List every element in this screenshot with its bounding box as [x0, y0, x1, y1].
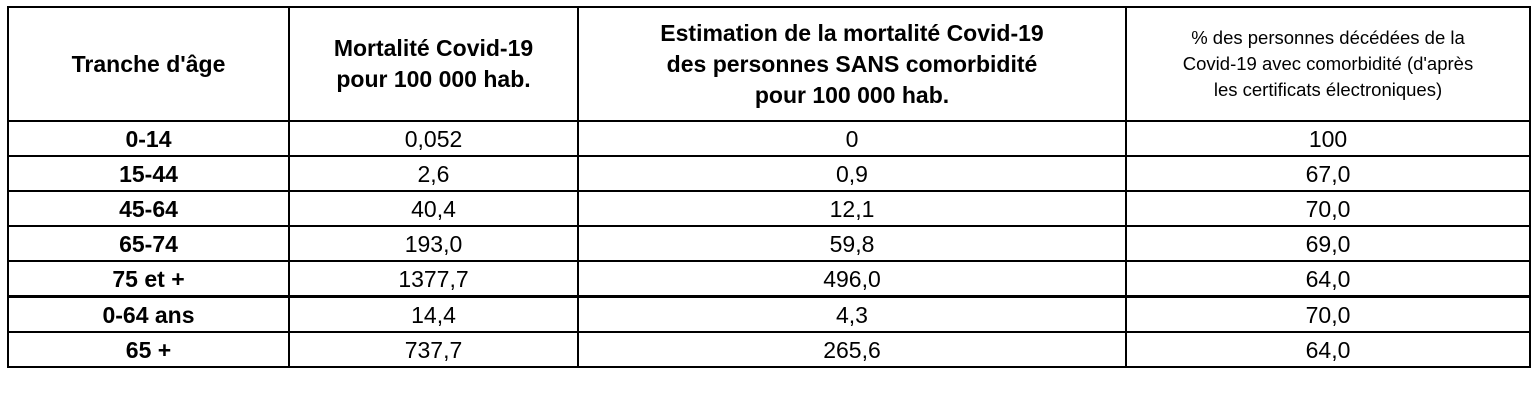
mortality-cell: 14,4: [288, 295, 579, 333]
header-no-comorbidity: Estimation de la mortalité Covid-19 des …: [577, 6, 1127, 122]
age-group-cell: 65-74: [7, 225, 290, 262]
mortality-cell: 737,7: [288, 331, 579, 368]
table-row: 65 + 737,7 265,6 64,0: [7, 331, 1531, 368]
header-no-comorbidity-line-3: pour 100 000 hab.: [754, 81, 950, 108]
no-comorbidity-cell: 59,8: [577, 225, 1127, 262]
mortality-cell: 0,052: [288, 120, 579, 157]
pct-comorbidity-cell: 100: [1125, 120, 1531, 157]
pct-comorbidity-cell: 70,0: [1125, 190, 1531, 227]
no-comorbidity-cell: 0: [577, 120, 1127, 157]
table-row: 15-44 2,6 0,9 67,0: [7, 155, 1531, 192]
header-age-group: Tranche d'âge: [7, 6, 290, 122]
no-comorbidity-cell: 265,6: [577, 331, 1127, 368]
header-pct-comorbidity: % des personnes décédées de la Covid-19 …: [1125, 6, 1531, 122]
table-row: 0-64 ans 14,4 4,3 70,0: [7, 295, 1531, 333]
pct-comorbidity-cell: 70,0: [1125, 295, 1531, 333]
header-mortality-line-1: Mortalité Covid-19: [333, 35, 534, 61]
age-group-cell: 0-14: [7, 120, 290, 157]
header-pct-comorbidity-line-2: Covid-19 avec comorbidité (d'après: [1182, 53, 1474, 74]
header-age-group-line-1: Tranche d'âge: [71, 50, 226, 77]
age-group-cell: 15-44: [7, 155, 290, 192]
header-no-comorbidity-line-2: des personnes SANS comorbidité: [666, 50, 1038, 77]
table-row: 65-74 193,0 59,8 69,0: [7, 225, 1531, 262]
no-comorbidity-cell: 496,0: [577, 260, 1127, 298]
pct-comorbidity-cell: 69,0: [1125, 225, 1531, 262]
no-comorbidity-cell: 12,1: [577, 190, 1127, 227]
mortality-cell: 40,4: [288, 190, 579, 227]
header-mortality: Mortalité Covid-19 pour 100 000 hab.: [288, 6, 579, 122]
table-row: 75 et + 1377,7 496,0 64,0: [7, 260, 1531, 298]
no-comorbidity-cell: 0,9: [577, 155, 1127, 192]
age-group-cell: 65 +: [7, 331, 290, 368]
header-pct-comorbidity-line-1: % des personnes décédées de la: [1191, 27, 1465, 48]
age-group-cell: 75 et +: [7, 260, 290, 298]
pct-comorbidity-cell: 64,0: [1125, 260, 1531, 298]
pct-comorbidity-cell: 67,0: [1125, 155, 1531, 192]
pct-comorbidity-cell: 64,0: [1125, 331, 1531, 368]
header-row: Tranche d'âge Mortalité Covid-19 pour 10…: [7, 6, 1531, 122]
age-group-cell: 0-64 ans: [7, 295, 290, 333]
mortality-table: Tranche d'âge Mortalité Covid-19 pour 10…: [7, 6, 1531, 368]
header-no-comorbidity-line-1: Estimation de la mortalité Covid-19: [660, 19, 1044, 46]
no-comorbidity-cell: 4,3: [577, 295, 1127, 333]
table-header: Tranche d'âge Mortalité Covid-19 pour 10…: [7, 6, 1531, 122]
mortality-cell: 2,6: [288, 155, 579, 192]
mortality-cell: 193,0: [288, 225, 579, 262]
header-pct-comorbidity-line-3: les certificats électroniques): [1213, 79, 1443, 100]
table-row: 45-64 40,4 12,1 70,0: [7, 190, 1531, 227]
age-group-cell: 45-64: [7, 190, 290, 227]
header-mortality-line-2: pour 100 000 hab.: [336, 66, 531, 92]
table-body: 0-14 0,052 0 100 15-44 2,6 0,9 67,0 45-6…: [7, 120, 1531, 368]
mortality-cell: 1377,7: [288, 260, 579, 298]
table-row: 0-14 0,052 0 100: [7, 120, 1531, 157]
